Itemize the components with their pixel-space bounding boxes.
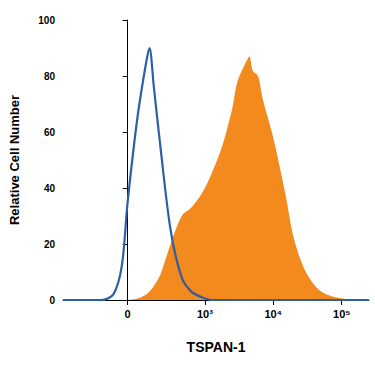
svg-text:20: 20	[44, 239, 56, 250]
svg-text:10⁴: 10⁴	[264, 308, 282, 320]
svg-text:10³: 10³	[197, 308, 213, 320]
svg-text:40: 40	[44, 183, 56, 194]
svg-text:0: 0	[49, 295, 55, 306]
svg-text:80: 80	[44, 71, 56, 82]
svg-text:Relative Cell Number: Relative Cell Number	[7, 95, 22, 225]
svg-text:100: 100	[38, 15, 55, 26]
svg-text:0: 0	[125, 308, 131, 320]
svg-text:10⁵: 10⁵	[333, 308, 350, 320]
svg-text:60: 60	[44, 127, 56, 138]
svg-text:TSPAN-1: TSPAN-1	[187, 339, 246, 355]
